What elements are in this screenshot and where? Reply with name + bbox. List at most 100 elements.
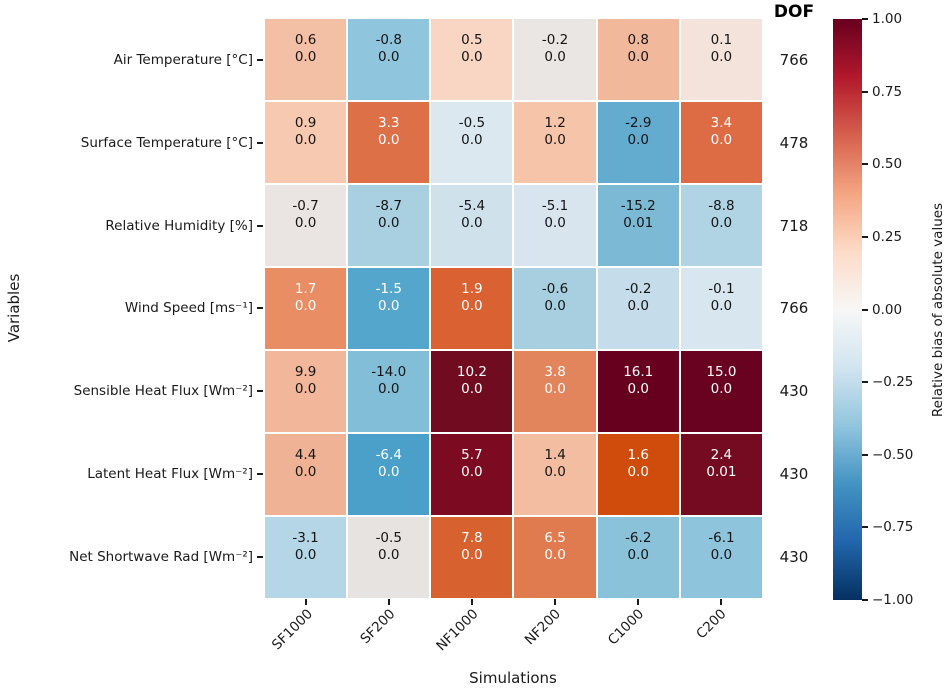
y-tick-mark bbox=[257, 555, 263, 558]
heatmap-cell-sf200-row1: -0.8 0.0 bbox=[348, 19, 430, 100]
cell-bias-value: -2.9 bbox=[625, 115, 652, 131]
cell-p-value: 0.0 bbox=[294, 298, 317, 314]
heatmap-cell-c1000-row3: -15.2 0.01 bbox=[597, 185, 679, 266]
x-tick-label-c200: C200 bbox=[693, 606, 730, 643]
colorbar-tick-label: 0.50 bbox=[872, 156, 903, 173]
heatmap-cell-c1000-row4: -0.2 0.0 bbox=[597, 268, 679, 349]
cell-p-value: 0.0 bbox=[544, 547, 566, 563]
cell-bias-value: -0.2 bbox=[541, 32, 569, 48]
heatmap-cell-c200-row5: 15.0 0.0 bbox=[680, 351, 762, 432]
cell-p-value: 0.0 bbox=[461, 49, 483, 65]
cell-p-value: 0.0 bbox=[294, 547, 317, 563]
x-tick-label-sf200: SF200 bbox=[357, 606, 399, 648]
heatmap-cell-sf200-row3: -8.7 0.0 bbox=[348, 185, 430, 266]
colorbar-tick-label: −0.50 bbox=[872, 446, 914, 463]
cell-p-value: 0.0 bbox=[378, 298, 400, 314]
cell-bias-value: -8.7 bbox=[375, 198, 402, 214]
y-tick-mark bbox=[257, 390, 263, 393]
cell-bias-value: -3.1 bbox=[292, 530, 319, 546]
row-label-text: Latent Heat Flux [Wm⁻²] bbox=[87, 465, 253, 482]
colorbar-tick-label: −1.00 bbox=[872, 592, 914, 608]
cell-p-value: 0.0 bbox=[627, 464, 649, 480]
row-label-text: Air Temperature [°C] bbox=[113, 52, 253, 69]
heatmap-cell-nf200-row1: -0.2 0.0 bbox=[514, 19, 596, 100]
heatmap-cell-sf1000-row1: 0.6 0.0 bbox=[265, 19, 347, 100]
heatmap-cell-nf200-row7: 6.5 0.0 bbox=[514, 517, 596, 598]
cell-bias-value: 0.1 bbox=[710, 32, 733, 48]
cell-bias-value: 3.3 bbox=[378, 115, 400, 131]
heatmap-cell-c200-row6: 2.4 0.01 bbox=[680, 434, 762, 515]
cell-p-value: 0.0 bbox=[294, 49, 317, 65]
row-label-text: Wind Speed [ms⁻¹] bbox=[124, 300, 253, 317]
cell-p-value: 0.0 bbox=[461, 215, 483, 231]
cell-p-value: 0.0 bbox=[294, 132, 317, 148]
heatmap-cell-nf1000-row7: 7.8 0.0 bbox=[431, 517, 513, 598]
cell-p-value: 0.0 bbox=[378, 547, 400, 563]
cell-p-value: 0.01 bbox=[706, 464, 737, 480]
colorbar-tick-mark bbox=[862, 163, 868, 166]
cell-p-value: 0.0 bbox=[544, 49, 566, 65]
cell-p-value: 0.0 bbox=[544, 464, 566, 480]
cell-p-value: 0.0 bbox=[378, 464, 400, 480]
heatmap-cell-sf1000-row5: 9.9 0.0 bbox=[265, 351, 347, 432]
colorbar-tick-label: 0.75 bbox=[872, 83, 903, 100]
row-label: Latent Heat Flux [Wm⁻²] bbox=[0, 433, 265, 516]
cell-bias-value: 3.8 bbox=[544, 364, 566, 380]
dof-value: 766 bbox=[779, 299, 809, 318]
heatmap-cell-c200-row2: 3.4 0.0 bbox=[680, 102, 762, 183]
colorbar-tick-mark bbox=[862, 308, 868, 311]
cell-bias-value: 1.4 bbox=[544, 447, 566, 463]
cell-p-value: 0.0 bbox=[461, 298, 483, 314]
cell-p-value: 0.0 bbox=[461, 464, 483, 480]
cell-bias-value: -6.4 bbox=[375, 447, 402, 463]
y-tick-mark bbox=[257, 142, 263, 145]
heatmap-cell-nf1000-row1: 0.5 0.0 bbox=[431, 19, 513, 100]
heatmap-cell-sf1000-row3: -0.7 0.0 bbox=[265, 185, 347, 266]
cell-p-value: 0.0 bbox=[461, 547, 483, 563]
heatmap-cell-c200-row1: 0.1 0.0 bbox=[680, 19, 762, 100]
colorbar-tick-label: −0.75 bbox=[872, 519, 914, 536]
cell-p-value: 0.0 bbox=[544, 215, 566, 231]
cell-p-value: 0.0 bbox=[378, 215, 400, 231]
cell-p-value: 0.0 bbox=[544, 298, 566, 314]
heatmap-cell-nf200-row3: -5.1 0.0 bbox=[514, 185, 596, 266]
cell-p-value: 0.0 bbox=[710, 215, 733, 231]
cell-bias-value: 16.1 bbox=[623, 364, 654, 380]
cell-bias-value: -15.2 bbox=[620, 198, 656, 214]
cell-bias-value: 0.9 bbox=[294, 115, 317, 131]
heatmap-cell-sf1000-row7: -3.1 0.0 bbox=[265, 517, 347, 598]
x-tick-label-c1000: C1000 bbox=[604, 606, 648, 649]
cell-p-value: 0.0 bbox=[378, 381, 400, 397]
cell-bias-value: 7.8 bbox=[461, 530, 483, 546]
row-label-text: Relative Humidity [%] bbox=[105, 217, 253, 234]
dof-value: 430 bbox=[779, 382, 809, 401]
cell-p-value: 0.0 bbox=[544, 132, 566, 148]
heatmap-cell-nf1000-row3: -5.4 0.0 bbox=[431, 185, 513, 266]
heatmap-cell-sf200-row7: -0.5 0.0 bbox=[348, 517, 430, 598]
cell-bias-value: 9.9 bbox=[294, 364, 317, 380]
colorbar-tick-mark bbox=[862, 381, 868, 384]
cell-p-value: 0.0 bbox=[294, 464, 317, 480]
cell-p-value: 0.0 bbox=[294, 381, 317, 397]
cell-bias-value: 3.4 bbox=[710, 115, 733, 131]
colorbar-tick-label: 0.00 bbox=[872, 301, 903, 318]
dof-value: 478 bbox=[779, 134, 809, 153]
cell-bias-value: -0.8 bbox=[375, 32, 402, 48]
row-label: Relative Humidity [%] bbox=[0, 184, 265, 267]
cell-bias-value: -0.1 bbox=[708, 281, 735, 297]
heatmap-cell-nf1000-row5: 10.2 0.0 bbox=[431, 351, 513, 432]
cell-p-value: 0.0 bbox=[627, 547, 649, 563]
cell-p-value: 0.0 bbox=[378, 49, 400, 65]
row-label: Air Temperature [°C] bbox=[0, 19, 265, 102]
heatmap-cell-sf200-row4: -1.5 0.0 bbox=[348, 268, 430, 349]
dof-value: 430 bbox=[779, 547, 809, 566]
colorbar-title: Relative bias of absolute values bbox=[930, 202, 946, 418]
cell-p-value: 0.0 bbox=[710, 132, 733, 148]
heatmap-cell-nf200-row6: 1.4 0.0 bbox=[514, 434, 596, 515]
colorbar-tick-mark bbox=[862, 235, 868, 238]
cell-p-value: 0.0 bbox=[378, 132, 400, 148]
heatmap-cell-nf200-row4: -0.6 0.0 bbox=[514, 268, 596, 349]
cell-bias-value: -8.8 bbox=[708, 198, 735, 214]
cell-bias-value: 10.2 bbox=[456, 364, 487, 380]
